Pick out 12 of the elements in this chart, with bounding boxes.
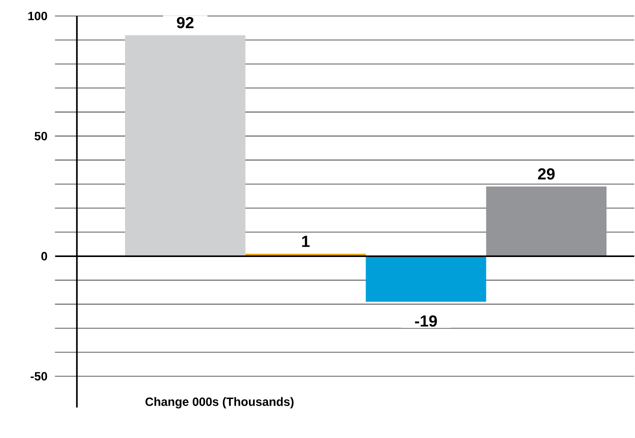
- y-tick-label: 50: [34, 132, 48, 140]
- bar: [366, 256, 486, 302]
- data-label: 29: [538, 168, 555, 180]
- bar: [486, 186, 607, 256]
- y-tick-label: -50: [30, 372, 48, 380]
- data-label: -19: [415, 315, 437, 326]
- y-tick-label: 100: [28, 12, 48, 20]
- data-label: 1: [302, 236, 310, 247]
- data-label: 92: [176, 16, 194, 28]
- bar: [125, 34, 246, 256]
- x-axis-title: Change 000s (Thousands): [145, 396, 294, 408]
- y-tick-label: 0: [41, 252, 48, 260]
